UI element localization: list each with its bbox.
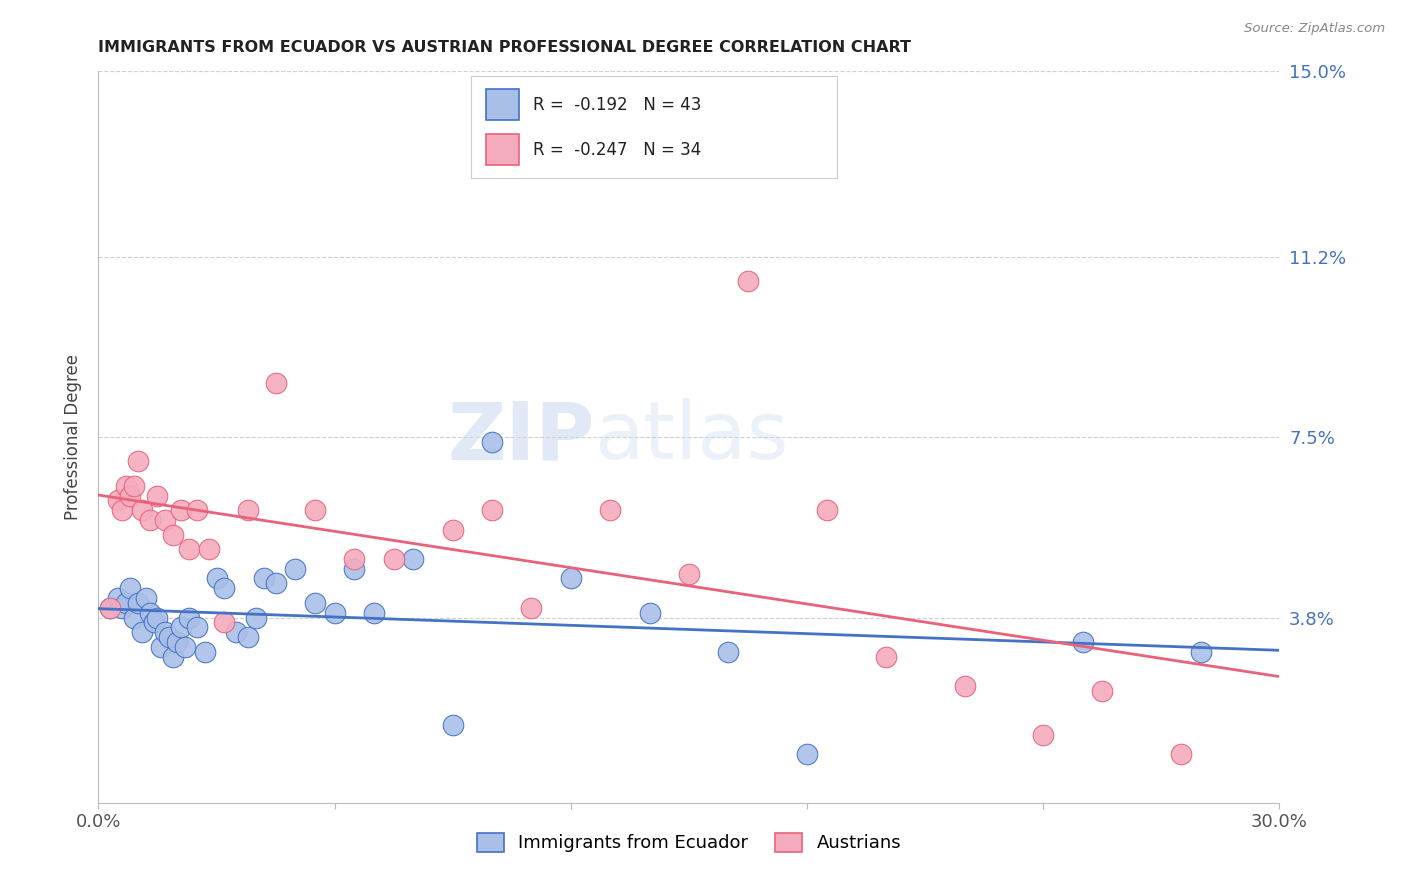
Text: ZIP: ZIP: [447, 398, 595, 476]
Point: [186, 503, 208, 517]
Point: [1170, 747, 1192, 761]
Point: [343, 562, 366, 576]
Point: [363, 606, 385, 620]
Point: [146, 489, 169, 503]
Point: [177, 542, 200, 557]
Text: Source: ZipAtlas.com: Source: ZipAtlas.com: [1244, 22, 1385, 36]
Point: [155, 513, 177, 527]
Point: [205, 572, 228, 586]
Point: [170, 620, 193, 634]
Point: [245, 610, 267, 624]
Point: [264, 376, 287, 391]
Point: [142, 615, 165, 630]
Point: [1071, 635, 1094, 649]
Point: [1091, 683, 1114, 698]
Point: [304, 503, 326, 517]
Point: [323, 606, 346, 620]
Text: IMMIGRANTS FROM ECUADOR VS AUSTRIAN PROFESSIONAL DEGREE CORRELATION CHART: IMMIGRANTS FROM ECUADOR VS AUSTRIAN PROF…: [98, 40, 911, 55]
Point: [98, 600, 121, 615]
Point: [162, 649, 184, 664]
Point: [162, 527, 184, 541]
Point: [107, 591, 129, 605]
Point: [875, 649, 897, 664]
Point: [214, 615, 236, 630]
Point: [214, 581, 236, 595]
Point: [115, 596, 138, 610]
Point: [157, 630, 180, 644]
Point: [197, 542, 219, 557]
Point: [638, 606, 661, 620]
Point: [111, 600, 134, 615]
Point: [284, 562, 307, 576]
Point: [236, 503, 259, 517]
Point: [155, 625, 177, 640]
FancyBboxPatch shape: [485, 135, 519, 165]
Point: [174, 640, 197, 654]
Point: [150, 640, 173, 654]
Point: [138, 606, 160, 620]
Point: [194, 645, 217, 659]
Point: [520, 600, 543, 615]
Point: [382, 552, 405, 566]
Text: R =  -0.192   N = 43: R = -0.192 N = 43: [533, 95, 702, 113]
Point: [304, 596, 326, 610]
Point: [678, 566, 700, 581]
Point: [225, 625, 247, 640]
Point: [236, 630, 259, 644]
Point: [118, 581, 141, 595]
Point: [481, 503, 503, 517]
Point: [166, 635, 188, 649]
Point: [131, 503, 153, 517]
Point: [441, 718, 464, 732]
Point: [170, 503, 193, 517]
Point: [122, 610, 145, 624]
Point: [177, 610, 200, 624]
Point: [481, 434, 503, 449]
Point: [402, 552, 425, 566]
Point: [1032, 727, 1054, 741]
Point: [599, 503, 621, 517]
Y-axis label: Professional Degree: Professional Degree: [65, 354, 83, 520]
Point: [107, 493, 129, 508]
Point: [737, 274, 759, 288]
Point: [441, 523, 464, 537]
Point: [815, 503, 838, 517]
Point: [953, 679, 976, 693]
Point: [343, 552, 366, 566]
Point: [98, 600, 121, 615]
Point: [135, 591, 157, 605]
Point: [115, 479, 138, 493]
Point: [127, 596, 149, 610]
Point: [111, 503, 134, 517]
Point: [717, 645, 740, 659]
Point: [146, 610, 169, 624]
Point: [796, 747, 818, 761]
Point: [560, 572, 582, 586]
Point: [131, 625, 153, 640]
Point: [127, 454, 149, 468]
Text: R =  -0.247   N = 34: R = -0.247 N = 34: [533, 141, 702, 159]
Point: [122, 479, 145, 493]
Point: [1189, 645, 1212, 659]
Point: [186, 620, 208, 634]
Text: atlas: atlas: [595, 398, 789, 476]
Point: [118, 489, 141, 503]
Legend: Immigrants from Ecuador, Austrians: Immigrants from Ecuador, Austrians: [470, 826, 908, 860]
Point: [253, 572, 276, 586]
FancyBboxPatch shape: [485, 89, 519, 120]
Point: [138, 513, 160, 527]
Point: [264, 576, 287, 591]
